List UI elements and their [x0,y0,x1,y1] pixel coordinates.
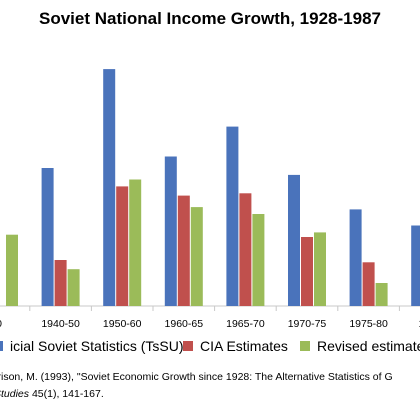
source-line-1: rrison, M. (1993), "Soviet Economic Grow… [0,371,393,383]
bar-cia-1970-75 [301,237,313,306]
x-tick-label-1965-70: 1965-70 [226,318,265,330]
source-volume-pages: 45(1), 141-167. [29,388,104,400]
bar-official-1975-80 [349,209,362,306]
x-tick-label-1960-65: 1960-65 [165,318,204,330]
bar-revised-1950-60 [129,179,142,306]
x-tick-label-1950-60: 1950-60 [103,318,142,330]
bar-revised-1965-70 [252,214,265,306]
source-journal: Studies [0,388,30,400]
legend-item-official: icial Soviet Statistics (TsSU) [0,338,183,354]
bar-official-1965-70 [226,126,239,306]
source-citation: rrison, M. (1993), "Soviet Economic Grow… [0,369,420,403]
bar-official-1960-65 [164,156,177,306]
chart-legend: icial Soviet Statistics (TsSU) CIA Estim… [0,338,420,358]
legend-label-official: icial Soviet Statistics (TsSU) [10,338,184,354]
bar-cia-1940-50 [54,260,67,306]
legend-label-revised: Revised estimate [317,338,420,354]
bar-revised-1928-40 [6,234,18,306]
legend-label-cia: CIA Estimates [200,338,288,354]
bar-cia-1960-65 [177,195,190,306]
legend-swatch-cia [183,341,193,351]
x-tick-label-1975-80: 1975-80 [349,318,388,330]
x-tick-label-1928-40: 0 [0,318,2,330]
bar-official-1950-60 [103,69,116,306]
x-tick-label-1970-75: 1970-75 [288,318,327,330]
x-tick-label-1980-85: 1980 [419,318,420,330]
chart-title: Soviet National Income Growth, 1928-1987 [38,9,381,28]
bar-cia-1975-80 [362,262,375,306]
legend-swatch-official [0,341,3,351]
bar-revised-1960-65 [190,207,203,306]
bar-cia-1965-70 [239,193,252,306]
bar-revised-1975-80 [375,283,388,306]
legend-item-revised: Revised estimate [300,338,420,354]
bar-official-1970-75 [288,174,300,306]
bar-revised-1970-75 [314,232,326,306]
bar-revised-1940-50 [67,269,80,306]
source-line-2: Studies 45(1), 141-167. [0,386,420,403]
legend-item-cia: CIA Estimates [183,338,288,354]
legend-swatch-revised [300,341,310,351]
x-tick-label-1940-50: 1940-50 [41,318,80,330]
bar-official-1940-50 [41,168,54,306]
bar-official-1980-85 [411,225,420,306]
bar-cia-1950-60 [116,186,129,306]
